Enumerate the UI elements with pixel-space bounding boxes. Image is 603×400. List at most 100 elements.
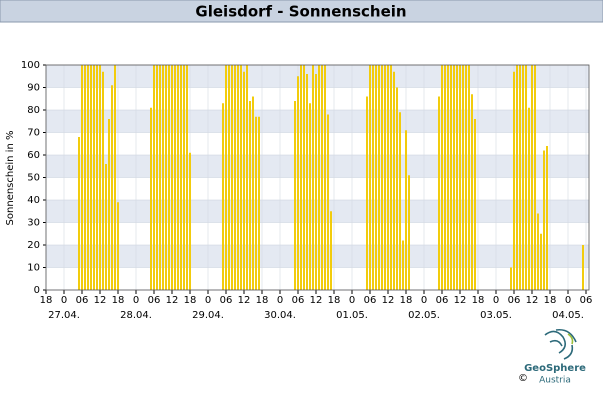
- x-tick-label: 06: [292, 295, 305, 306]
- grid-band: [46, 155, 589, 178]
- bar: [468, 65, 470, 290]
- logo-mark: [544, 328, 577, 360]
- x-tick-label: 06: [436, 295, 449, 306]
- bar: [168, 65, 170, 290]
- bar: [234, 65, 236, 290]
- y-axis-label: Sonnenschein in %: [5, 131, 16, 226]
- bar: [249, 101, 251, 290]
- y-tick-label: 10: [27, 263, 40, 274]
- bar: [186, 65, 188, 290]
- x-tick-label: 06: [364, 295, 377, 306]
- date-label: 28.04.: [120, 310, 152, 321]
- x-tick-label: 12: [454, 295, 467, 306]
- x-tick-label: 18: [544, 295, 557, 306]
- x-tick-label: 06: [148, 295, 161, 306]
- x-tick-label: 0: [565, 295, 571, 306]
- bar: [453, 65, 455, 290]
- bar: [471, 94, 473, 290]
- bar: [534, 65, 536, 290]
- bar: [456, 65, 458, 290]
- y-tick-label: 40: [27, 195, 40, 206]
- title-bar: [0, 0, 603, 23]
- y-tick-label: 90: [27, 83, 40, 94]
- x-tick-label: 0: [493, 295, 499, 306]
- date-label: 27.04.: [48, 310, 80, 321]
- bar: [321, 65, 323, 290]
- x-tick-label: 06: [220, 295, 233, 306]
- bar: [531, 65, 533, 290]
- bar: [183, 65, 185, 290]
- x-tick-label: 06: [76, 295, 89, 306]
- bar: [369, 65, 371, 290]
- bar: [528, 107, 530, 290]
- copyright: ©: [518, 373, 528, 384]
- bar: [543, 150, 545, 290]
- date-label: 29.04.: [192, 310, 224, 321]
- x-tick-label: 12: [382, 295, 395, 306]
- bar: [222, 103, 224, 290]
- bar: [84, 65, 86, 290]
- date-label: 03.05.: [480, 310, 512, 321]
- y-tick-label: 100: [21, 60, 40, 71]
- bar: [258, 116, 260, 290]
- bar: [516, 65, 518, 290]
- bar: [297, 76, 299, 290]
- bar: [327, 114, 329, 290]
- bar: [375, 65, 377, 290]
- bar: [102, 71, 104, 290]
- bar: [387, 65, 389, 290]
- bar: [312, 65, 314, 290]
- grid-band: [46, 200, 589, 223]
- bar: [180, 65, 182, 290]
- y-tick-label: 50: [27, 173, 40, 184]
- bar: [237, 65, 239, 290]
- grid-band: [46, 245, 589, 268]
- x-tick-label: 12: [526, 295, 539, 306]
- x-tick-label: 0: [205, 295, 211, 306]
- bar: [546, 146, 548, 290]
- bar: [537, 213, 539, 290]
- bar: [240, 65, 242, 290]
- bar: [105, 164, 107, 290]
- bar: [465, 65, 467, 290]
- bar: [522, 65, 524, 290]
- bar: [474, 119, 476, 290]
- bar: [396, 87, 398, 290]
- bar: [93, 65, 95, 290]
- bar: [162, 65, 164, 290]
- bar: [189, 152, 191, 290]
- bar: [324, 65, 326, 290]
- bar: [438, 96, 440, 290]
- bar: [450, 65, 452, 290]
- bar: [384, 65, 386, 290]
- y-tick-label: 70: [27, 128, 40, 139]
- y-tick-label: 20: [27, 240, 40, 251]
- bar: [510, 267, 512, 290]
- bar: [381, 65, 383, 290]
- bar: [156, 65, 158, 290]
- plot-frame: [45, 64, 590, 291]
- x-tick-label: 18: [472, 295, 485, 306]
- x-tick-label: 18: [400, 295, 413, 306]
- bar: [525, 65, 527, 290]
- x-tick-label: 0: [133, 295, 139, 306]
- bar: [447, 65, 449, 290]
- bar: [441, 65, 443, 290]
- x-tick-label: 0: [421, 295, 427, 306]
- bar: [393, 71, 395, 290]
- y-tick-label: 80: [27, 105, 40, 116]
- bar: [582, 245, 584, 290]
- bar: [231, 65, 233, 290]
- bar: [444, 65, 446, 290]
- bar: [405, 130, 407, 290]
- x-tick-label: 06: [580, 295, 593, 306]
- bar: [99, 65, 101, 290]
- bar: [366, 96, 368, 290]
- bar: [246, 65, 248, 290]
- bar: [390, 65, 392, 290]
- bar: [111, 85, 113, 290]
- bar: [114, 65, 116, 290]
- bar: [150, 107, 152, 290]
- bar: [330, 211, 332, 290]
